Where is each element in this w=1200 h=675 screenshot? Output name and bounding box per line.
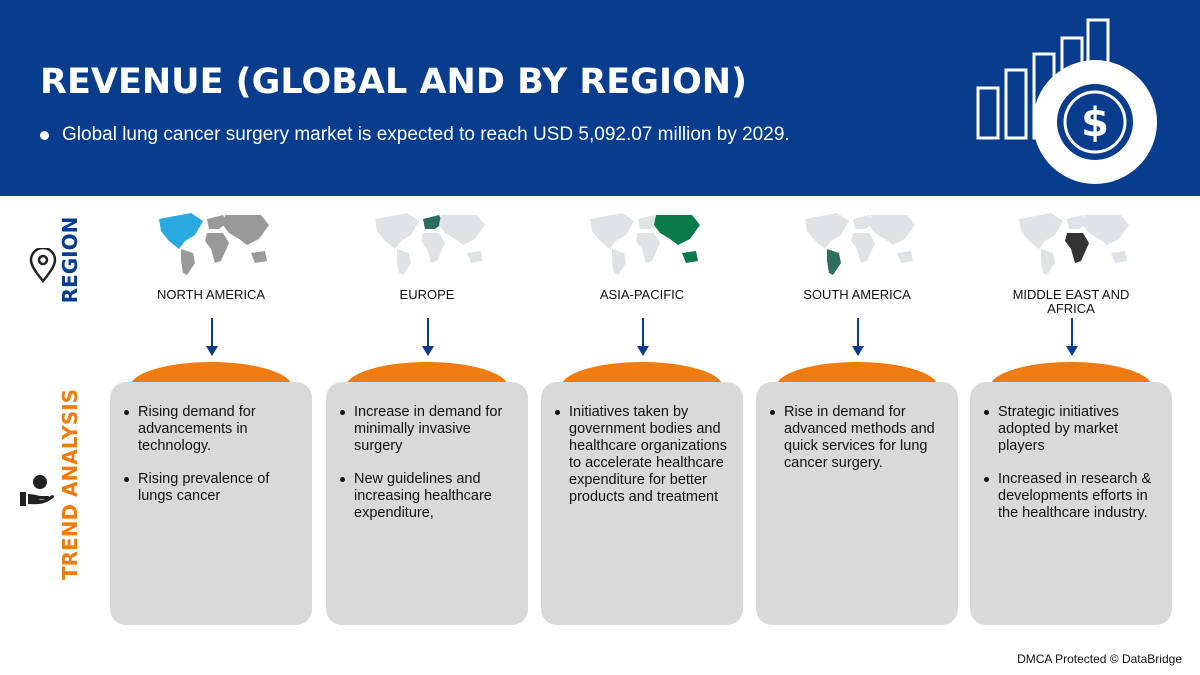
continent xyxy=(636,233,660,263)
revenue-icon: $ xyxy=(976,18,1157,184)
highlighted-region xyxy=(682,251,698,263)
continent xyxy=(869,215,915,245)
region-column: MIDDLE EAST AND AFRICA Strategic initiati… xyxy=(970,200,1172,630)
continent xyxy=(590,213,634,249)
continent xyxy=(207,215,227,229)
trend-item: New guidelines and increasing healthcare… xyxy=(340,471,516,522)
region-column: NORTH AMERICA Rising demand for advanceme… xyxy=(110,200,312,630)
world-map xyxy=(805,213,915,275)
trend-card: Rising demand for advancements in techno… xyxy=(110,382,312,625)
highlighted-region xyxy=(159,213,203,249)
highlighted-region xyxy=(827,249,841,275)
world-map xyxy=(159,213,269,275)
continent xyxy=(223,215,269,245)
trend-item: Increased in research & developments eff… xyxy=(984,471,1160,522)
svg-text:$: $ xyxy=(1081,100,1109,146)
highlighted-region xyxy=(423,215,443,229)
continent xyxy=(1041,249,1055,275)
continent xyxy=(851,233,875,263)
continent xyxy=(439,215,485,245)
trend-item: Rising prevalence of lungs cancer xyxy=(124,471,300,505)
arrow xyxy=(206,318,218,356)
region-name: ASIA-PACIFIC xyxy=(599,287,685,302)
trend-card: Strategic initiatives adopted by market … xyxy=(970,382,1172,625)
continent xyxy=(805,213,849,249)
world-map xyxy=(375,213,485,275)
pin-icon xyxy=(29,248,57,283)
trend-item: Initiatives taken by government bodies a… xyxy=(555,404,731,506)
footer: DMCA Protected © DataBridge xyxy=(1017,652,1182,666)
trend-card: Initiatives taken by government bodies a… xyxy=(541,382,743,625)
continent xyxy=(638,215,658,229)
continent xyxy=(853,215,873,229)
continent xyxy=(1111,251,1127,263)
trend-item: Strategic initiatives adopted by market … xyxy=(984,404,1160,455)
continent xyxy=(1083,215,1129,245)
continent xyxy=(612,249,626,275)
continent xyxy=(205,233,229,263)
continent xyxy=(375,213,419,249)
hand-icon xyxy=(20,475,54,506)
continent xyxy=(467,251,483,263)
arrow xyxy=(637,318,649,356)
trend-label: TREND ANALYSIS xyxy=(58,388,82,580)
continent xyxy=(251,251,267,263)
bullet-dot xyxy=(40,131,49,140)
trend-item: Rise in demand for advanced methods and … xyxy=(770,404,946,472)
trend-card: Rise in demand for advanced methods and … xyxy=(756,382,958,625)
continent xyxy=(181,249,195,275)
header-bullet: Global lung cancer surgery market is exp… xyxy=(62,124,790,145)
arrow xyxy=(852,318,864,356)
header: REVENUE (GLOBAL AND BY REGION) Global lu… xyxy=(0,0,1200,196)
arrow xyxy=(1066,318,1078,356)
region-label: REGION xyxy=(58,216,82,304)
region-name: MIDDLE EAST AND AFRICA xyxy=(1012,287,1130,316)
region-column: EUROPE Increase in demand for minimally i… xyxy=(326,200,528,630)
region-column: ASIA-PACIFIC Initiatives taken by governm… xyxy=(541,200,743,630)
trend-card: Increase in demand for minimally invasiv… xyxy=(326,382,528,625)
region-name: NORTH AMERICA xyxy=(156,287,266,302)
trend-item: Rising demand for advancements in techno… xyxy=(124,404,300,455)
region-column: SOUTH AMERICA Rise in demand for advanced… xyxy=(756,200,958,630)
continent xyxy=(1067,215,1087,229)
world-map xyxy=(1019,213,1129,275)
world-map xyxy=(590,213,700,275)
region-name: SOUTH AMERICA xyxy=(803,287,911,302)
title: REVENUE (GLOBAL AND BY REGION) xyxy=(40,62,748,102)
continent xyxy=(397,249,411,275)
trend-item: Increase in demand for minimally invasiv… xyxy=(340,404,516,455)
region-name: EUROPE xyxy=(399,287,455,302)
continent xyxy=(897,251,913,263)
highlighted-region xyxy=(1065,233,1089,263)
continent xyxy=(1019,213,1063,249)
highlighted-region xyxy=(654,215,700,245)
continent xyxy=(421,233,445,263)
arrow xyxy=(422,318,434,356)
